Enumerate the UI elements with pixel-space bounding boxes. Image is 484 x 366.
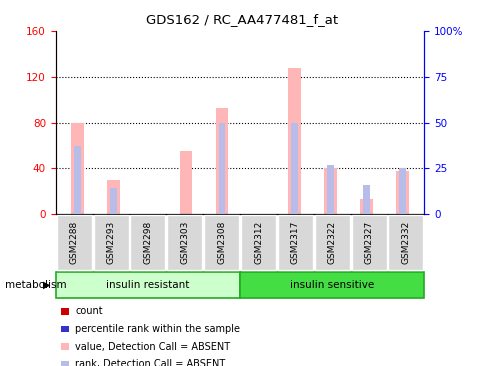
Text: insulin resistant: insulin resistant	[106, 280, 189, 290]
Bar	[71, 123, 84, 214]
Text: rank, Detection Call = ABSENT: rank, Detection Call = ABSENT	[75, 359, 225, 366]
Bar	[323, 168, 336, 214]
Bar	[327, 165, 333, 214]
Bar	[290, 123, 297, 214]
Text: GSM2332: GSM2332	[401, 221, 409, 264]
Text: GSM2317: GSM2317	[290, 221, 299, 264]
Bar	[399, 168, 405, 214]
Text: GSM2327: GSM2327	[364, 221, 373, 264]
Text: insulin sensitive: insulin sensitive	[289, 280, 374, 290]
Text: GSM2308: GSM2308	[217, 221, 226, 264]
Text: count: count	[75, 306, 103, 317]
Text: ▶: ▶	[43, 280, 51, 290]
Text: GSM2322: GSM2322	[327, 221, 336, 264]
Text: value, Detection Call = ABSENT: value, Detection Call = ABSENT	[75, 341, 230, 352]
Bar	[218, 123, 225, 214]
Bar	[74, 146, 80, 214]
Text: GDS162 / RC_AA477481_f_at: GDS162 / RC_AA477481_f_at	[146, 13, 338, 26]
Bar	[360, 199, 372, 214]
Text: GSM2288: GSM2288	[70, 221, 78, 264]
Text: percentile rank within the sample: percentile rank within the sample	[75, 324, 240, 334]
Bar	[215, 108, 228, 214]
Text: metabolism: metabolism	[5, 280, 66, 290]
Text: GSM2298: GSM2298	[143, 221, 152, 264]
Bar	[110, 188, 117, 214]
Bar	[107, 180, 120, 214]
Text: GSM2312: GSM2312	[254, 221, 262, 264]
Bar	[395, 171, 408, 214]
Bar	[179, 151, 192, 214]
Text: GSM2293: GSM2293	[106, 221, 115, 264]
Text: GSM2303: GSM2303	[180, 221, 189, 264]
Bar	[363, 185, 369, 214]
Bar	[287, 68, 300, 214]
